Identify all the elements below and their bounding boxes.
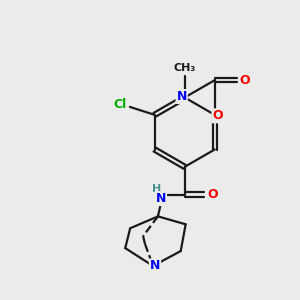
Text: N: N <box>156 192 166 205</box>
Text: N: N <box>176 90 187 103</box>
Text: O: O <box>239 74 250 87</box>
Text: N: N <box>150 260 160 272</box>
Text: CH₃: CH₃ <box>174 63 196 73</box>
Text: Cl: Cl <box>113 98 127 111</box>
Text: O: O <box>212 109 223 122</box>
Text: O: O <box>207 188 218 201</box>
Text: H: H <box>152 184 162 194</box>
